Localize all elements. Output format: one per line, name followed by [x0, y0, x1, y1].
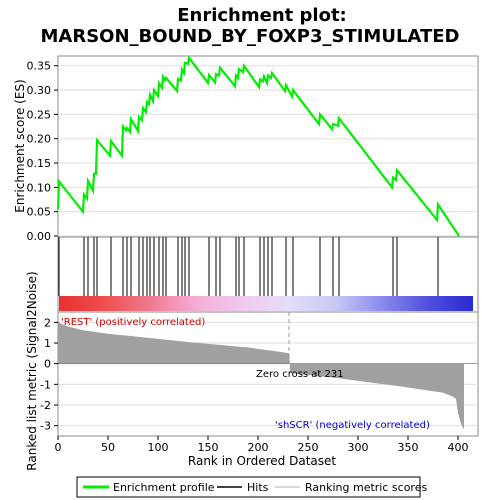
- legend-box: [76, 476, 421, 498]
- es-tick-label: 0.30: [27, 84, 52, 97]
- es-y-axis-label: Enrichment score (ES): [13, 79, 27, 212]
- x-tick-label: 150: [198, 441, 219, 454]
- enrichment-profile-line: [56, 55, 460, 237]
- metric-tick-label: -3: [40, 420, 51, 433]
- es-tick-label: 0.20: [27, 133, 52, 146]
- hit-marks: [58, 237, 439, 296]
- x-tick-label: 100: [148, 441, 169, 454]
- chart-title: Enrichment plot:: [177, 5, 347, 26]
- es-line-layer: [56, 55, 460, 237]
- es-plot-frame: [57, 55, 479, 237]
- x-tick-label: 250: [298, 441, 319, 454]
- metric-tick-label: -1: [40, 378, 51, 391]
- x-tick-label: 350: [398, 441, 419, 454]
- es-tick-label: 0.25: [27, 108, 52, 121]
- neg-correlation-label: 'shSCR' (negatively correlated): [275, 420, 430, 431]
- es-tick-label: 0.10: [27, 181, 52, 194]
- legend-ranking-label: Ranking metric scores: [305, 481, 427, 494]
- x-tick-label: 400: [448, 441, 469, 454]
- metric-tick-label: -2: [40, 399, 51, 412]
- ranking-metric-area: [58, 321, 464, 430]
- metric-tick-label: 1: [44, 337, 51, 350]
- x-tick-label: 300: [348, 441, 369, 454]
- es-y-ticks: 0.00 0.05 0.10 0.15 0.20 0.25 0.30 0.35: [27, 60, 58, 243]
- chart-subtitle: MARSON_BOUND_BY_FOXP3_STIMULATED: [41, 26, 460, 47]
- metric-bars: [58, 321, 478, 430]
- x-tick-label: 200: [248, 441, 269, 454]
- x-tick-label: 0: [55, 441, 62, 454]
- es-tick-label: 0.15: [27, 157, 52, 170]
- zero-cross-label: Zero cross at 231: [256, 369, 344, 380]
- es-tick-label: 0.35: [27, 60, 52, 73]
- es-tick-label: 0.00: [27, 230, 52, 243]
- es-tick-label: 0.05: [27, 206, 52, 219]
- metric-y-ticks: 2 1 0 -1 -2 -3: [40, 316, 58, 433]
- pos-correlation-label: 'REST' (positively correlated): [61, 317, 205, 328]
- legend-hits-label: Hits: [247, 481, 269, 494]
- metric-tick-label: 2: [44, 316, 51, 329]
- metric-y-axis-label: Ranked list metric (Signal2Noise): [25, 271, 39, 470]
- legend-enrichment-label: Enrichment profile: [113, 481, 215, 494]
- x-axis-label: Rank in Ordered Dataset: [188, 454, 336, 468]
- metric-tick-label: 0: [44, 358, 51, 371]
- metric-x-ticks: 0 50 100 150 200 250 300 350 400: [55, 436, 469, 454]
- ranking-gradient-bar: [59, 296, 473, 311]
- x-tick-label: 50: [101, 441, 115, 454]
- es-gridlines: [58, 65, 478, 237]
